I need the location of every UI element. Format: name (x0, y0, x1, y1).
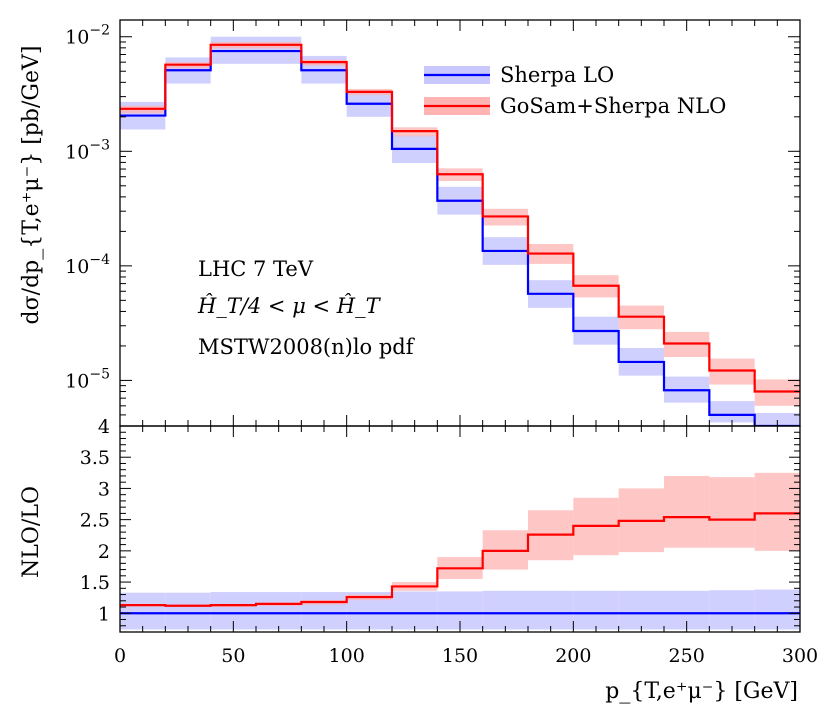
annotation-block: LHC 7 TeV Ĥ_T/4 < μ < Ĥ_T MSTW2008(n)lo … (197, 257, 416, 359)
ratio-ytick-label-0: 1 (98, 603, 110, 625)
ratio-band-nlo-bin-12 (664, 475, 710, 548)
main-panel: 10−2 10−3 10−4 10−5 (65, 19, 801, 427)
legend-label-lo: Sherpa LO (500, 63, 614, 87)
ratio-band-nlo-bin-13 (709, 477, 755, 548)
ratio-band-lo-bin-3 (256, 592, 302, 630)
ratio-band-lo-bin-4 (301, 592, 347, 630)
ratio-ytick-label-1: 1.5 (80, 572, 110, 594)
legend-label-nlo: GoSam+Sherpa NLO (500, 94, 726, 118)
x-axis-title: p_{T,e⁺μ⁻} [GeV] (605, 679, 798, 704)
ratio-ytick-label-2: 2 (98, 541, 110, 563)
ratio-band-lo-bin-14 (754, 589, 800, 630)
ratio-band-lo-bin-0 (120, 592, 166, 630)
ratio-line-nlo (120, 512, 800, 607)
xtick-label-0: 0 (114, 645, 126, 667)
ratio-band-lo-bin-1 (165, 592, 211, 630)
main-band-lo-bin-14 (754, 412, 800, 426)
annotation-scale: Ĥ_T/4 < μ < Ĥ_T (197, 294, 382, 318)
ratio-band-lo-bin-10 (573, 590, 619, 630)
ratio-band-lo-bin-9 (528, 590, 574, 630)
main-ytick-label-0: 10−2 (65, 23, 110, 49)
ratio-panel: 1 1.5 2 2.5 3 3.5 4 0 50 100 150 200 250 300 (80, 416, 818, 667)
main-ytick-label-1: 10−3 (65, 137, 110, 163)
main-plot-area (120, 36, 800, 426)
ratio-band-lo-bin-11 (618, 590, 664, 630)
xtick-label-2: 100 (329, 645, 365, 667)
xtick-label-5: 250 (669, 645, 705, 667)
ratio-ytick-label-6: 4 (98, 416, 110, 438)
ratio-ytick-label-3: 2.5 (80, 510, 110, 532)
xtick-label-1: 50 (221, 645, 245, 667)
main-ytick-label-2: 10−4 (65, 252, 110, 278)
ratio-band-lo-bin-13 (709, 590, 755, 630)
ratio-band-lo-bin-8 (482, 590, 528, 630)
annotation-pdf: MSTW2008(n)lo pdf (198, 335, 416, 359)
main-band-nlo-bin-14 (754, 379, 800, 406)
main-line-nlo (120, 43, 800, 393)
ratio-band-nlo-bin-14 (754, 472, 800, 551)
xtick-label-3: 150 (442, 645, 478, 667)
legend: Sherpa LO GoSam+Sherpa NLO (424, 63, 726, 118)
main-band-lo-bin-13 (709, 401, 755, 423)
ratio-ytick-label-4: 3 (98, 478, 110, 500)
ratio-ytick-label-5: 3.5 (80, 447, 110, 469)
ratio-plot-area (120, 472, 800, 630)
xtick-label-4: 200 (555, 645, 591, 667)
main-y-axis-title: dσ/dp_{T,e⁺μ⁻} [pb/GeV] (19, 46, 44, 325)
annotation-collider: LHC 7 TeV (198, 257, 314, 281)
ratio-y-axis-title: NLO/LO (19, 486, 44, 578)
main-ytick-label-3: 10−5 (65, 366, 110, 392)
ratio-band-lo-bin-6 (392, 591, 438, 630)
xtick-label-6: 300 (782, 645, 818, 667)
